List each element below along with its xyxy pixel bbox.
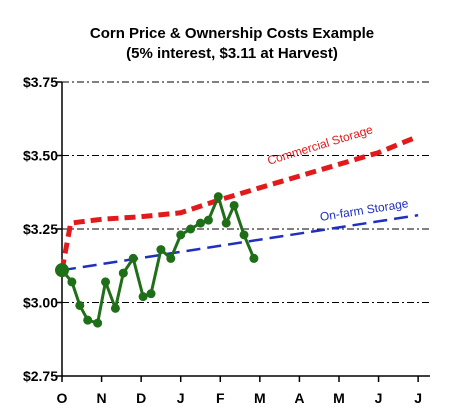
y-tick-label-0: $2.75 bbox=[23, 368, 58, 384]
chart-subtitle: (5% interest, $3.11 at Harvest) bbox=[126, 45, 338, 62]
data-point-7 bbox=[118, 268, 128, 278]
series-lines bbox=[55, 134, 420, 328]
data-point-12 bbox=[166, 253, 176, 263]
chart-title: Corn Price & Ownership Costs Example bbox=[90, 25, 374, 42]
y-tick-label-1: $3.00 bbox=[23, 295, 58, 311]
data-point-10 bbox=[146, 289, 156, 299]
data-point-20 bbox=[239, 230, 249, 240]
data-point-1 bbox=[67, 277, 77, 287]
x-tick-label-1: N bbox=[97, 390, 107, 406]
x-tick-label-4: F bbox=[216, 390, 225, 406]
data-point-9 bbox=[138, 292, 148, 302]
data-point-0 bbox=[55, 263, 69, 278]
series-line-1 bbox=[61, 213, 419, 272]
axes bbox=[57, 81, 430, 382]
data-point-5 bbox=[101, 277, 111, 287]
x-tick-label-6: A bbox=[294, 390, 304, 406]
data-point-8 bbox=[128, 253, 138, 263]
x-tick-label-3: J bbox=[177, 390, 185, 406]
x-tick-label-0: O bbox=[57, 390, 68, 406]
x-tick-label-2: D bbox=[136, 390, 146, 406]
data-point-17 bbox=[213, 192, 223, 202]
x-tick-label-8: J bbox=[375, 390, 383, 406]
data-point-6 bbox=[110, 303, 120, 313]
series-line-0 bbox=[59, 134, 420, 271]
data-point-15 bbox=[195, 218, 205, 228]
x-tick-label-5: M bbox=[254, 390, 266, 406]
data-point-11 bbox=[156, 245, 166, 255]
y-tick-label-2: $3.25 bbox=[23, 221, 58, 237]
tick-labels: $2.75 $3.00 $3.25 $3.50 $3.75 O N D J F M A M J J bbox=[23, 74, 422, 406]
y-tick-label-4: $3.75 bbox=[23, 74, 58, 90]
x-tick-label-7: M bbox=[333, 390, 345, 406]
data-point-21 bbox=[249, 253, 259, 263]
x-tick-label-9: J bbox=[414, 390, 422, 406]
gridlines bbox=[62, 81, 430, 303]
data-point-19 bbox=[229, 200, 239, 210]
data-point-4 bbox=[93, 318, 103, 328]
data-point-18 bbox=[221, 218, 231, 228]
series-line-2 bbox=[60, 195, 256, 325]
data-point-2 bbox=[75, 300, 85, 310]
data-point-3 bbox=[83, 315, 93, 325]
y-tick-label-3: $3.50 bbox=[23, 148, 58, 164]
data-point-13 bbox=[176, 230, 186, 240]
data-point-16 bbox=[203, 215, 213, 225]
data-point-14 bbox=[186, 224, 196, 234]
